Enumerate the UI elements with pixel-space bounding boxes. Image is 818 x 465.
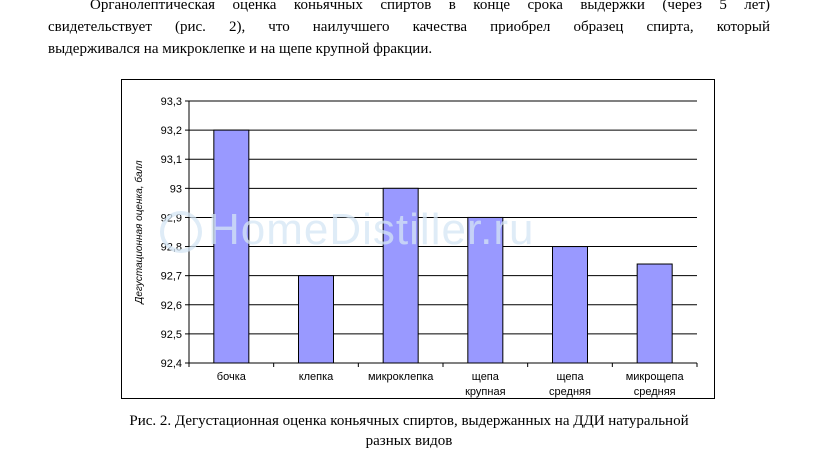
x-tick-label: средняя	[549, 386, 591, 398]
x-tick-label: щепа	[556, 371, 584, 383]
y-tick-label: 92,7	[161, 271, 182, 283]
y-tick-label: 93,3	[161, 96, 182, 108]
y-tick-label: 92,4	[161, 358, 182, 370]
chart-frame: 93,3 93,2 93,1 93 92,9 92,8 92,7 92,6 92,5 92,4 Де…	[121, 79, 715, 399]
y-tick-label: 92,5	[161, 329, 182, 341]
x-tick-label: крупная	[465, 386, 505, 398]
y-tick-label: 92,6	[161, 300, 182, 312]
x-tick-label: клепка	[299, 371, 334, 383]
bar	[636, 263, 673, 364]
paragraph-line: Органолептическая оценка коньячных спирт…	[90, 0, 770, 13]
y-tick-label: 93,1	[161, 154, 182, 166]
x-tick-label: средняя	[634, 386, 676, 398]
caption-line: Рис. 2. Дегустационная оценка коньячных …	[129, 413, 689, 429]
bar	[298, 275, 334, 364]
y-axis-label: Дегустационная оценка, балл	[133, 160, 145, 305]
bar	[467, 216, 504, 364]
x-tick-label: микрощепа	[626, 371, 685, 383]
bar-chart: 93,3 93,2 93,1 93 92,9 92,8 92,7 92,6 92,5 92,4 Де…	[133, 96, 698, 398]
y-tick-label: 92,8	[161, 242, 182, 254]
bar	[552, 246, 588, 364]
y-tick-label: 93	[170, 183, 182, 195]
y-tick-label: 93,2	[161, 125, 182, 137]
bar	[213, 129, 250, 364]
figure-caption: Рис. 2. Дегустационная оценка коньячных …	[40, 411, 778, 451]
x-tick-label: щепа	[472, 371, 500, 383]
paragraph-line: выдерживался на микроклепке и на щепе кр…	[48, 41, 433, 57]
paragraph-line: свидетельствует (рис. 2), что наилучшего…	[48, 19, 770, 35]
x-tick-label: бочка	[217, 371, 247, 383]
bar	[382, 187, 419, 364]
y-tick-label: 92,9	[161, 212, 182, 224]
body-paragraph: Органолептическая оценка коньячных спирт…	[48, 0, 770, 60]
x-tick-label: микроклепка	[368, 371, 434, 383]
caption-line: разных видов	[365, 433, 453, 449]
